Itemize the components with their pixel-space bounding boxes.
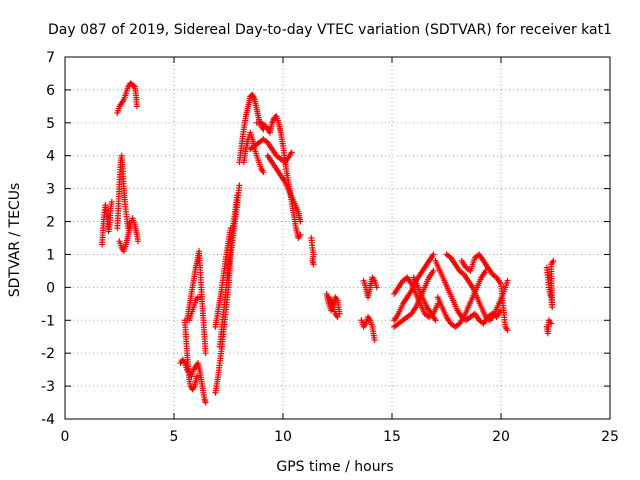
- data-track-pass-y: [410, 274, 439, 324]
- data-track-pass-c: [116, 215, 142, 255]
- x-axis-label: GPS time / hours: [276, 459, 393, 475]
- x-tick-label: 5: [170, 429, 179, 445]
- y-axis-label: SDTVAR / TECUs: [7, 183, 23, 298]
- data-track-pass-n: [247, 136, 295, 166]
- data-track-pass-x: [391, 267, 437, 330]
- data-track-pass-cc: [458, 251, 511, 334]
- data-track-pass-b: [114, 152, 132, 232]
- data-track-pass-ee: [543, 258, 557, 311]
- y-tick-label: -3: [41, 379, 55, 395]
- y-tick-label: 7: [46, 50, 55, 66]
- data-track-pass-j: [216, 192, 241, 350]
- data-track-pass-l: [236, 91, 267, 166]
- y-tick-label: 5: [46, 116, 55, 132]
- data-track-pass-f: [181, 317, 200, 393]
- data-track-pass-m: [240, 129, 267, 176]
- data-track-pass-s: [325, 294, 341, 320]
- data-track-pass-p: [264, 152, 304, 225]
- y-tick-label: -4: [41, 412, 55, 428]
- data-track-pass-d: [114, 80, 140, 116]
- data-track-pass-o: [253, 113, 304, 241]
- y-tick-label: 0: [46, 280, 55, 296]
- x-tick-label: 25: [601, 429, 619, 445]
- data-track-pass-q: [308, 235, 317, 268]
- data-track-pass-u: [360, 274, 380, 301]
- data-track-pass-i: [212, 182, 243, 396]
- x-tick-label: 20: [492, 429, 510, 445]
- y-tick-label: 6: [46, 83, 55, 99]
- axis-ticks: 0 5 10 15 20 25 -4 -3 -2 -1 0 1 2 3 4 5 6 7: [41, 50, 619, 445]
- data-track-pass-dd: [543, 317, 555, 337]
- data-track-pass-h: [184, 294, 204, 324]
- grid-lines: [65, 57, 610, 419]
- y-tick-label: 1: [46, 247, 55, 263]
- x-tick-label: 15: [383, 429, 401, 445]
- plot-frame: [64, 56, 611, 420]
- x-tick-label: 10: [274, 429, 292, 445]
- data-points: [99, 80, 557, 406]
- data-track-pass-a: [99, 198, 115, 248]
- y-tick-label: -2: [41, 346, 55, 362]
- x-tick-label: 0: [61, 429, 70, 445]
- y-tick-label: 3: [46, 182, 55, 198]
- chart-title: Day 087 of 2019, Sidereal Day-to-day VTE…: [48, 22, 612, 38]
- y-tick-label: 4: [46, 149, 55, 165]
- data-track-pass-r: [323, 290, 343, 317]
- y-tick-label: 2: [46, 215, 55, 231]
- data-track-pass-k: [212, 225, 234, 330]
- data-track-pass-e: [177, 356, 209, 406]
- data-track-pass-t: [358, 313, 378, 344]
- y-tick-label: -1: [41, 313, 55, 329]
